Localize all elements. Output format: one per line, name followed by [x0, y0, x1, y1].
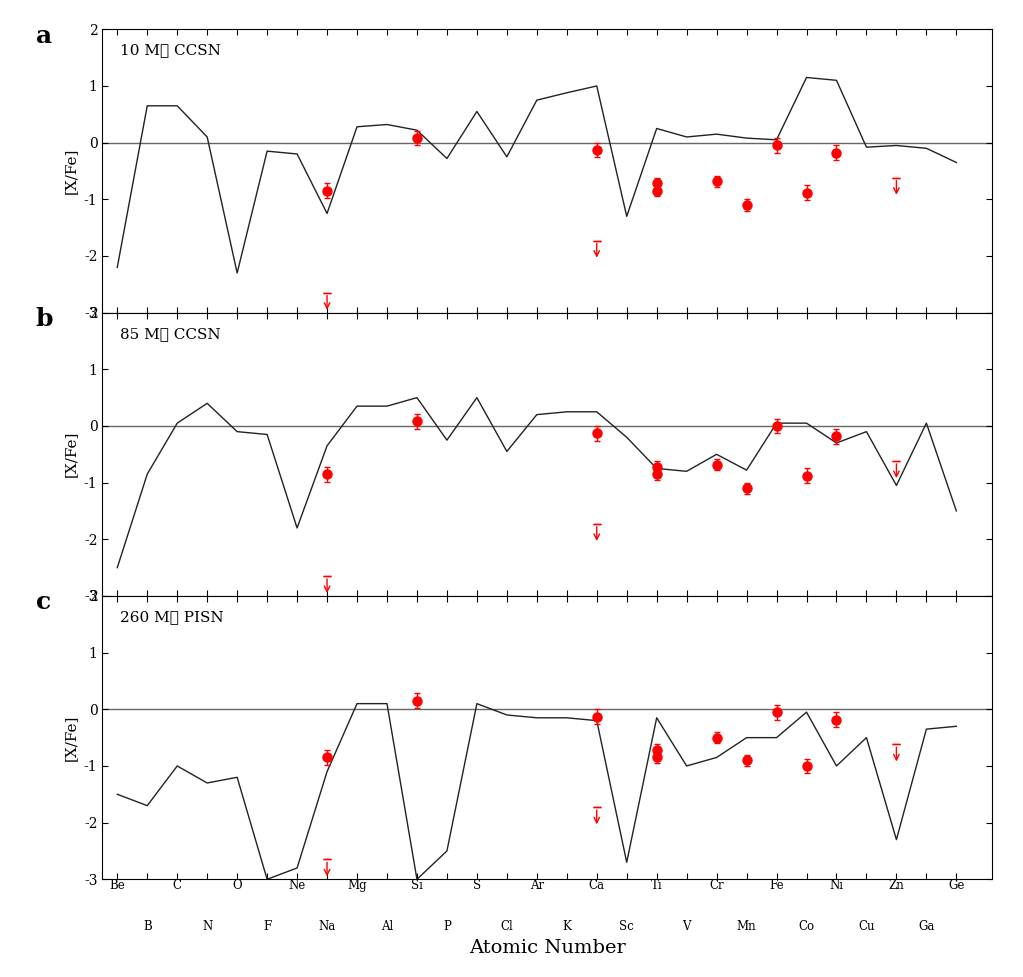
Text: Sc: Sc — [619, 354, 634, 366]
Text: Mn: Mn — [737, 637, 756, 650]
Text: Ga: Ga — [919, 354, 935, 366]
Text: a: a — [36, 23, 52, 48]
Text: Na: Na — [318, 637, 336, 650]
Text: Atomic Number: Atomic Number — [469, 940, 626, 957]
Text: V: V — [682, 637, 691, 650]
Text: Cu: Cu — [858, 920, 875, 933]
Text: F: F — [263, 920, 271, 933]
Text: Ar: Ar — [530, 596, 544, 609]
Text: C: C — [173, 879, 182, 892]
Text: Cu: Cu — [858, 354, 875, 366]
Text: F: F — [263, 354, 271, 366]
Text: Ne: Ne — [288, 313, 306, 325]
Text: Zn: Zn — [889, 879, 904, 892]
Y-axis label: [X/Fe]: [X/Fe] — [64, 714, 78, 761]
Text: K: K — [563, 354, 571, 366]
Text: Mn: Mn — [737, 354, 756, 366]
Text: C: C — [173, 313, 182, 325]
Text: Ge: Ge — [948, 879, 965, 892]
Text: P: P — [443, 637, 451, 650]
Text: Ar: Ar — [530, 879, 544, 892]
Text: 85 M☉ CCSN: 85 M☉ CCSN — [120, 327, 221, 341]
Text: N: N — [203, 920, 213, 933]
Text: F: F — [263, 637, 271, 650]
Text: Si: Si — [411, 313, 422, 325]
Text: K: K — [563, 920, 571, 933]
Text: Ca: Ca — [589, 879, 605, 892]
Text: Mg: Mg — [347, 879, 367, 892]
Text: Ge: Ge — [948, 313, 965, 325]
Text: Ni: Ni — [830, 596, 844, 609]
Text: Ti: Ti — [651, 313, 663, 325]
Text: N: N — [203, 354, 213, 366]
Text: Be: Be — [109, 879, 125, 892]
Text: Fe: Fe — [769, 879, 784, 892]
Text: Ar: Ar — [530, 313, 544, 325]
Text: Cr: Cr — [709, 879, 724, 892]
Text: Cr: Cr — [709, 596, 724, 609]
Text: Ca: Ca — [589, 313, 605, 325]
Text: Ni: Ni — [830, 879, 844, 892]
Text: Cl: Cl — [500, 920, 514, 933]
Text: Be: Be — [109, 313, 125, 325]
Text: Ga: Ga — [919, 920, 935, 933]
Text: Ti: Ti — [651, 596, 663, 609]
Text: B: B — [143, 354, 151, 366]
Text: V: V — [682, 354, 691, 366]
Text: Na: Na — [318, 354, 336, 366]
Text: Mg: Mg — [347, 596, 367, 609]
Text: C: C — [173, 596, 182, 609]
Text: Ni: Ni — [830, 313, 844, 325]
Text: Al: Al — [381, 920, 393, 933]
Text: Zn: Zn — [889, 313, 904, 325]
Text: O: O — [232, 313, 242, 325]
Y-axis label: [X/Fe]: [X/Fe] — [64, 148, 78, 194]
Text: Ca: Ca — [589, 596, 605, 609]
Text: Co: Co — [799, 637, 814, 650]
Text: Al: Al — [381, 354, 393, 366]
Text: Na: Na — [318, 920, 336, 933]
Text: 10 M☉ CCSN: 10 M☉ CCSN — [120, 44, 221, 58]
Text: b: b — [36, 307, 53, 331]
Text: B: B — [143, 920, 151, 933]
Text: Ne: Ne — [288, 596, 306, 609]
Y-axis label: [X/Fe]: [X/Fe] — [64, 431, 78, 478]
Text: K: K — [563, 637, 571, 650]
Text: Fe: Fe — [769, 596, 784, 609]
Text: Cl: Cl — [500, 354, 514, 366]
Text: P: P — [443, 354, 451, 366]
Text: Sc: Sc — [619, 637, 634, 650]
Text: Ne: Ne — [288, 879, 306, 892]
Text: S: S — [473, 879, 481, 892]
Text: Fe: Fe — [769, 313, 784, 325]
Text: B: B — [143, 637, 151, 650]
Text: O: O — [232, 596, 242, 609]
Text: Ga: Ga — [919, 637, 935, 650]
Text: Zn: Zn — [889, 596, 904, 609]
Text: Co: Co — [799, 354, 814, 366]
Text: Mn: Mn — [737, 920, 756, 933]
Text: Cl: Cl — [500, 637, 514, 650]
Text: Ge: Ge — [948, 596, 965, 609]
Text: Co: Co — [799, 920, 814, 933]
Text: N: N — [203, 637, 213, 650]
Text: Al: Al — [381, 637, 393, 650]
Text: O: O — [232, 879, 242, 892]
Text: S: S — [473, 313, 481, 325]
Text: V: V — [682, 920, 691, 933]
Text: c: c — [36, 590, 51, 615]
Text: Sc: Sc — [619, 920, 634, 933]
Text: Si: Si — [411, 596, 422, 609]
Text: Be: Be — [109, 596, 125, 609]
Text: Si: Si — [411, 879, 422, 892]
Text: Mg: Mg — [347, 313, 367, 325]
Text: S: S — [473, 596, 481, 609]
Text: 260 M☉ PISN: 260 M☉ PISN — [120, 610, 224, 624]
Text: P: P — [443, 920, 451, 933]
Text: Cr: Cr — [709, 313, 724, 325]
Text: Cu: Cu — [858, 637, 875, 650]
Text: Ti: Ti — [651, 879, 663, 892]
